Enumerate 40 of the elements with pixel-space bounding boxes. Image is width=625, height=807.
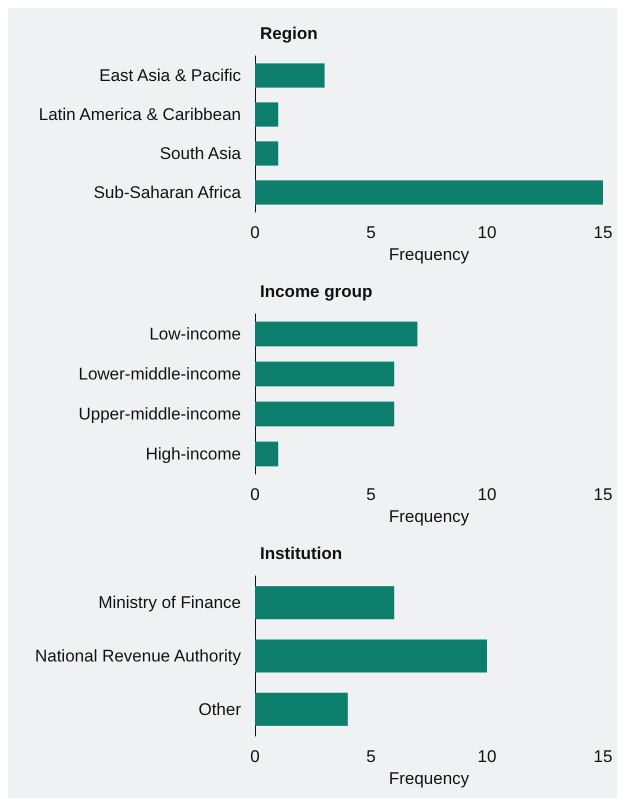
x-axis-title: Frequency (388, 506, 470, 526)
bar (255, 102, 278, 127)
bar (255, 362, 394, 386)
y-tick-label: Low-income (149, 324, 241, 344)
x-tick-label: 15 (594, 223, 612, 242)
x-tick-label: 10 (478, 485, 496, 504)
x-tick-label: 10 (478, 747, 496, 766)
x-axis-title: Frequency (388, 768, 470, 788)
x-tick-label: 5 (366, 485, 376, 504)
x-tick-label: 0 (250, 223, 260, 242)
x-tick-label: 0 (250, 485, 260, 504)
bar (255, 63, 325, 88)
x-tick-label: 15 (594, 485, 612, 504)
x-tick-label: 10 (478, 223, 496, 242)
y-tick-label: Sub-Saharan Africa (94, 183, 242, 202)
y-tick-label: South Asia (160, 144, 242, 163)
bar (255, 402, 394, 426)
y-tick-label: East Asia & Pacific (99, 66, 242, 85)
x-tick-label: 5 (366, 223, 376, 242)
bar (255, 442, 278, 466)
bar (255, 322, 418, 346)
x-tick-label: 15 (594, 747, 612, 766)
y-tick-label: National Revenue Authority (34, 646, 242, 666)
y-tick-label: Lower-middle-income (78, 364, 241, 384)
x-tick-label: 5 (366, 747, 376, 766)
bar (255, 141, 278, 166)
bar (255, 639, 487, 673)
x-axis-title: Frequency (388, 244, 470, 264)
x-tick-label: 0 (250, 747, 260, 766)
chart-title: Income group (260, 282, 372, 301)
y-tick-label: High-income (146, 444, 241, 464)
y-tick-label: Ministry of Finance (98, 593, 241, 612)
bar (255, 586, 394, 620)
chart-title: Region (260, 24, 318, 43)
bar (255, 692, 348, 726)
y-tick-label: Other (198, 700, 242, 719)
chart-title: Institution (260, 544, 342, 563)
y-tick-label: Latin America & Caribbean (38, 105, 241, 124)
bar (255, 180, 603, 205)
y-tick-label: Upper-middle-income (78, 404, 241, 424)
